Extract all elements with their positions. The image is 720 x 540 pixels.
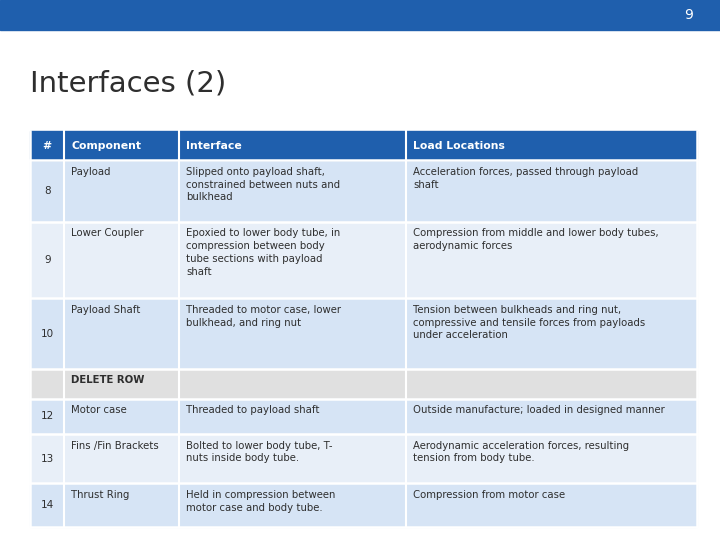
Text: 12: 12 [40, 411, 54, 421]
Text: Epoxied to lower body tube, in
compression between body
tube sections with paylo: Epoxied to lower body tube, in compressi… [186, 228, 341, 276]
Text: 10: 10 [40, 329, 54, 339]
Text: 9: 9 [44, 255, 50, 265]
Text: Component: Component [71, 140, 141, 151]
Bar [30, 299, 697, 369]
Text: Load Locations: Load Locations [413, 140, 505, 151]
Text: #: # [42, 140, 52, 151]
Text: Interfaces (2): Interfaces (2) [30, 70, 227, 98]
Bar [30, 434, 697, 483]
Text: Held in compression between
motor case and body tube.: Held in compression between motor case a… [186, 490, 336, 512]
Text: Thrust Ring: Thrust Ring [71, 490, 130, 500]
Bar [30, 160, 697, 222]
Bar [30, 131, 697, 160]
Text: 9: 9 [684, 8, 693, 22]
Text: Lower Coupler: Lower Coupler [71, 228, 144, 238]
Bar [0, 0, 720, 30]
Bar [30, 399, 697, 434]
Text: 14: 14 [40, 500, 54, 510]
Text: Outside manufacture; loaded in designed manner: Outside manufacture; loaded in designed … [413, 405, 665, 415]
Text: Acceleration forces, passed through payload
shaft: Acceleration forces, passed through payl… [413, 167, 639, 190]
Text: Compression from motor case: Compression from motor case [413, 490, 566, 500]
Text: Threaded to motor case, lower
bulkhead, and ring nut: Threaded to motor case, lower bulkhead, … [186, 305, 341, 328]
Text: Bolted to lower body tube, T-
nuts inside body tube.: Bolted to lower body tube, T- nuts insid… [186, 441, 333, 463]
Text: Threaded to payload shaft: Threaded to payload shaft [186, 405, 320, 415]
Text: DELETE ROW: DELETE ROW [71, 375, 145, 386]
Bar [30, 369, 697, 399]
Text: Tension between bulkheads and ring nut,
compressive and tensile forces from payl: Tension between bulkheads and ring nut, … [413, 305, 646, 340]
Text: Aerodynamic acceleration forces, resulting
tension from body tube.: Aerodynamic acceleration forces, resulti… [413, 441, 629, 463]
Bar [30, 222, 697, 299]
Text: Compression from middle and lower body tubes,
aerodynamic forces: Compression from middle and lower body t… [413, 228, 659, 251]
Text: Fins /Fin Brackets: Fins /Fin Brackets [71, 441, 159, 450]
Text: Payload: Payload [71, 167, 111, 177]
Text: Payload Shaft: Payload Shaft [71, 305, 141, 315]
Text: Slipped onto payload shaft,
constrained between nuts and
bulkhead: Slipped onto payload shaft, constrained … [186, 167, 341, 202]
Text: Motor case: Motor case [71, 405, 127, 415]
Text: 8: 8 [44, 186, 50, 196]
Text: Interface: Interface [186, 140, 242, 151]
Bar [30, 483, 697, 526]
Text: 13: 13 [40, 454, 54, 464]
